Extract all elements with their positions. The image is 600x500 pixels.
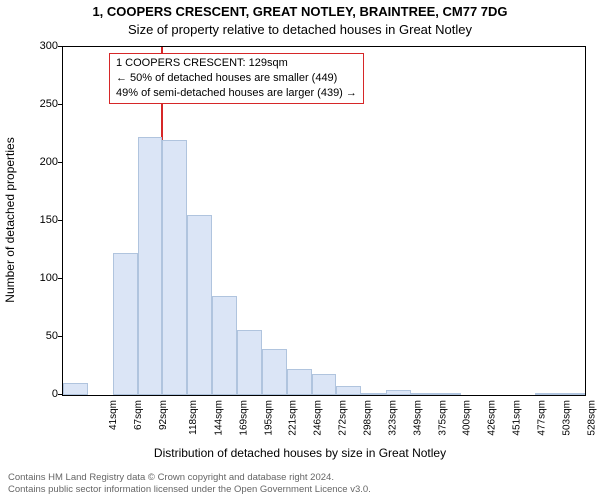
x-tick-label: 246sqm bbox=[313, 400, 324, 436]
y-tick-label: 300 bbox=[18, 40, 58, 52]
chart-title: Size of property relative to detached ho… bbox=[0, 22, 600, 37]
x-tick-label: 169sqm bbox=[238, 400, 249, 436]
x-tick-label: 221sqm bbox=[288, 400, 299, 436]
y-tick-label: 0 bbox=[18, 388, 58, 400]
histogram-bar bbox=[287, 369, 312, 395]
plot-area: 1 COOPERS CRESCENT: 129sqm ← 50% of deta… bbox=[62, 46, 586, 396]
chart-suptitle: 1, COOPERS CRESCENT, GREAT NOTLEY, BRAIN… bbox=[0, 4, 600, 19]
x-tick-label: 92sqm bbox=[158, 400, 169, 430]
x-tick-label: 349sqm bbox=[412, 400, 423, 436]
y-tick-mark bbox=[58, 104, 62, 105]
y-tick-mark bbox=[58, 162, 62, 163]
x-tick-label: 195sqm bbox=[263, 400, 274, 436]
x-axis-label: Distribution of detached houses by size … bbox=[0, 446, 600, 460]
y-tick-label: 200 bbox=[18, 156, 58, 168]
footer-line: Contains HM Land Registry data © Crown c… bbox=[8, 472, 592, 484]
y-tick-label: 150 bbox=[18, 214, 58, 226]
y-axis-label: Number of detached properties bbox=[3, 137, 17, 302]
y-tick-label: 100 bbox=[18, 272, 58, 284]
x-tick-label: 503sqm bbox=[561, 400, 572, 436]
histogram-bar bbox=[113, 253, 138, 395]
y-tick-label: 50 bbox=[18, 330, 58, 342]
y-tick-mark bbox=[58, 278, 62, 279]
histogram-bar bbox=[63, 383, 88, 395]
histogram-bar bbox=[336, 386, 361, 395]
info-line: ← 50% of detached houses are smaller (44… bbox=[116, 71, 357, 86]
info-line: 49% of semi-detached houses are larger (… bbox=[116, 86, 357, 101]
x-tick-label: 144sqm bbox=[213, 400, 224, 436]
histogram-bar bbox=[237, 330, 262, 395]
x-tick-label: 528sqm bbox=[586, 400, 597, 436]
histogram-bar bbox=[212, 296, 237, 395]
y-tick-mark bbox=[58, 336, 62, 337]
info-line: 1 COOPERS CRESCENT: 129sqm bbox=[116, 56, 357, 71]
histogram-bar bbox=[386, 390, 411, 395]
histogram-bar bbox=[436, 393, 461, 395]
histogram-bar bbox=[187, 215, 212, 395]
histogram-bar bbox=[411, 393, 436, 395]
histogram-bar bbox=[262, 349, 287, 395]
x-tick-label: 477sqm bbox=[537, 400, 548, 436]
histogram-bar bbox=[560, 393, 585, 395]
histogram-bar bbox=[361, 393, 386, 395]
histogram-bar bbox=[312, 374, 337, 395]
x-tick-label: 400sqm bbox=[462, 400, 473, 436]
x-tick-label: 451sqm bbox=[512, 400, 523, 436]
y-tick-mark bbox=[58, 394, 62, 395]
histogram-bar bbox=[162, 140, 187, 395]
x-tick-label: 118sqm bbox=[188, 400, 199, 435]
chart-container: 1, COOPERS CRESCENT, GREAT NOTLEY, BRAIN… bbox=[0, 0, 600, 500]
x-tick-label: 41sqm bbox=[108, 400, 119, 430]
y-tick-mark bbox=[58, 220, 62, 221]
x-tick-label: 67sqm bbox=[133, 400, 144, 430]
histogram-bar bbox=[535, 393, 560, 395]
y-tick-mark bbox=[58, 46, 62, 47]
x-tick-label: 426sqm bbox=[487, 400, 498, 436]
histogram-bar bbox=[138, 137, 163, 395]
footer-line: Contains public sector information licen… bbox=[8, 484, 592, 496]
x-tick-label: 298sqm bbox=[363, 400, 374, 436]
x-tick-label: 323sqm bbox=[387, 400, 398, 436]
y-tick-label: 250 bbox=[18, 98, 58, 110]
x-tick-label: 272sqm bbox=[338, 400, 349, 436]
footer-attribution: Contains HM Land Registry data © Crown c… bbox=[8, 472, 592, 496]
x-tick-label: 375sqm bbox=[437, 400, 448, 436]
info-box: 1 COOPERS CRESCENT: 129sqm ← 50% of deta… bbox=[109, 53, 364, 104]
